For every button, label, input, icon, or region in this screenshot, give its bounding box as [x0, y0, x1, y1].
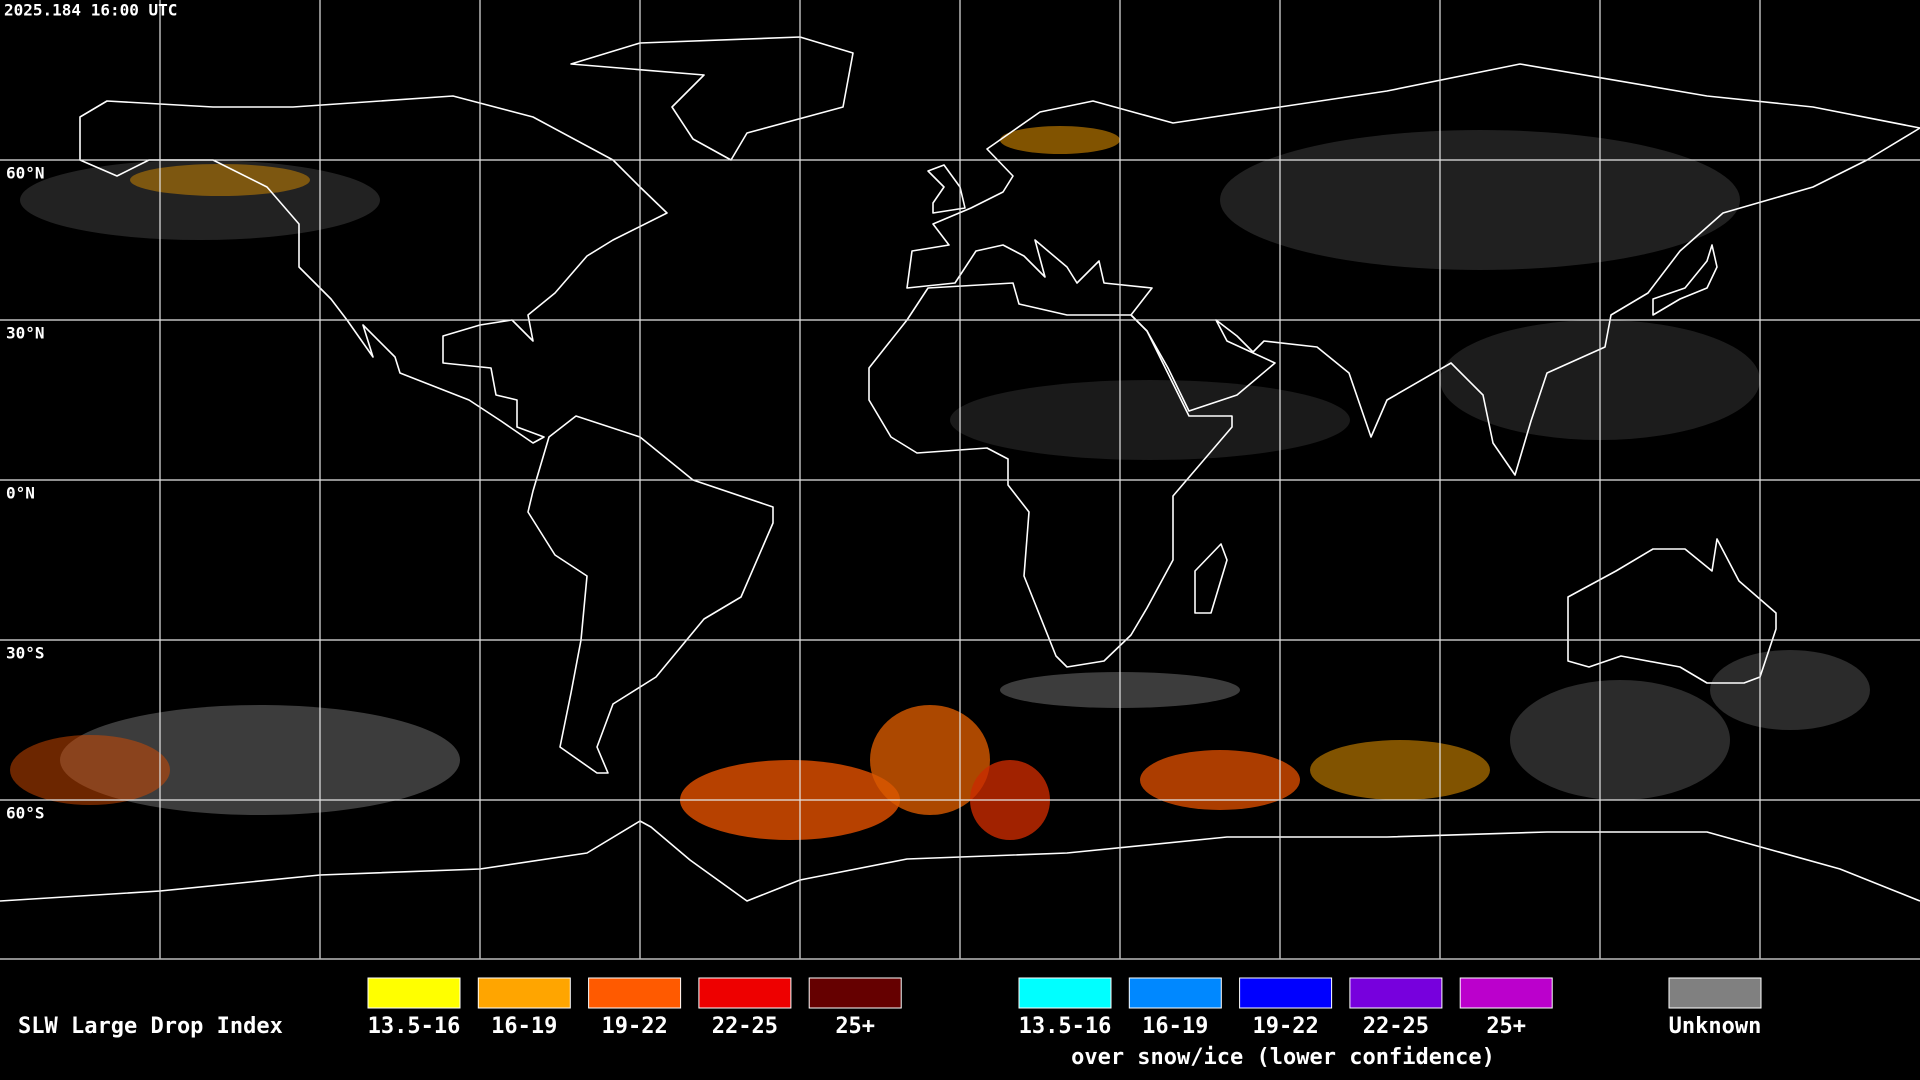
cloud-patch — [130, 164, 310, 196]
cloud-patch — [950, 380, 1350, 460]
latitude-label: 60°N — [6, 164, 45, 183]
coastline — [79, 95, 668, 444]
legend-swatch — [1459, 977, 1553, 1009]
legend-label: 25+ — [835, 1014, 875, 1039]
cloud-patch — [1140, 750, 1300, 810]
cloud-patch — [1220, 130, 1740, 270]
cloud-fields — [10, 126, 1870, 840]
legend-label: 16-19 — [1142, 1014, 1208, 1039]
legend-swatch — [1239, 977, 1333, 1009]
legend-label: 13.5-16 — [1019, 1014, 1112, 1039]
timestamp: 2025.184 16:00 UTC — [4, 1, 177, 20]
legend-swatch — [1018, 977, 1112, 1009]
legend-title: SLW Large Drop Index — [18, 1014, 283, 1039]
legend-label: 19-22 — [1252, 1014, 1318, 1039]
latitude-label: 60°S — [6, 804, 45, 823]
latitude-label: 30°N — [6, 324, 45, 343]
legend-swatch — [1668, 977, 1762, 1009]
legend-label: 22-25 — [1363, 1014, 1429, 1039]
latitude-label: 0°N — [6, 484, 35, 503]
legend-swatch — [588, 977, 682, 1009]
legend-label: 22-25 — [712, 1014, 778, 1039]
legend-label: 16-19 — [491, 1014, 557, 1039]
coastline — [1652, 244, 1718, 316]
graticule: 60°N 30°N 0°N 30°S 60°S — [0, 0, 1920, 959]
legend-label: 19-22 — [601, 1014, 667, 1039]
legend-label: Unknown — [1669, 1014, 1762, 1039]
coastline — [0, 820, 1920, 902]
cloud-patch — [10, 735, 170, 805]
snow-note: over snow/ice (lower confidence) — [1071, 1045, 1495, 1070]
legend-swatch — [1128, 977, 1222, 1009]
legend-label: 25+ — [1486, 1014, 1526, 1039]
legend-swatch — [808, 977, 902, 1009]
coastline — [1194, 543, 1228, 614]
legend-swatch — [477, 977, 571, 1009]
legend-swatch — [367, 977, 461, 1009]
cloud-patch — [1000, 126, 1120, 154]
legend: 13.5-16 16-19 19-22 22-25 25+ 13.5-16 16-19 19-… — [367, 977, 1762, 1039]
legend-swatch — [1349, 977, 1443, 1009]
latitude-label: 30°S — [6, 644, 45, 663]
coastline — [570, 36, 854, 161]
cloud-patch — [1710, 650, 1870, 730]
coastline — [927, 164, 966, 214]
cloud-patch — [1510, 680, 1730, 800]
legend-label: 13.5-16 — [368, 1014, 461, 1039]
coastlines — [0, 36, 1920, 902]
cloud-patch — [20, 160, 380, 240]
coastline — [868, 282, 1233, 668]
legend-swatch — [698, 977, 792, 1009]
coastline — [1567, 538, 1777, 684]
cloud-patch — [1310, 740, 1490, 800]
coastline — [527, 415, 774, 774]
